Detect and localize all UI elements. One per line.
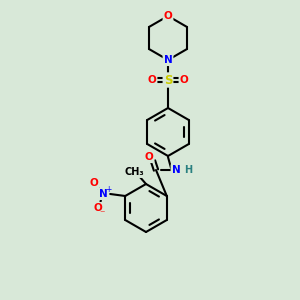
Text: ⁻: ⁻ xyxy=(100,209,105,219)
Text: N: N xyxy=(172,165,180,175)
Text: CH₃: CH₃ xyxy=(124,167,144,177)
Text: O: O xyxy=(164,11,172,21)
Text: O: O xyxy=(94,203,103,213)
Text: H: H xyxy=(184,165,192,175)
Text: O: O xyxy=(90,178,99,188)
Text: N: N xyxy=(99,189,108,199)
Text: S: S xyxy=(164,74,172,86)
Text: O: O xyxy=(148,75,156,85)
Text: O: O xyxy=(145,152,153,162)
Text: O: O xyxy=(180,75,188,85)
Text: N: N xyxy=(164,55,172,65)
Text: +: + xyxy=(105,184,111,194)
